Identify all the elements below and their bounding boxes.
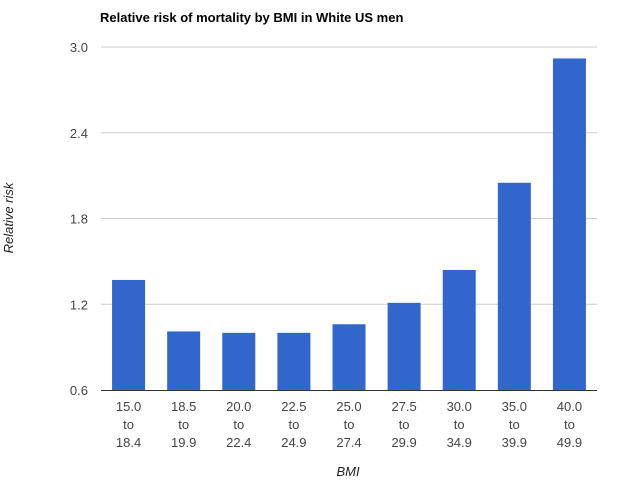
chart-title: Relative risk of mortality by BMI in Whi… — [100, 10, 403, 25]
x-axis-label: BMI — [336, 464, 360, 479]
bar — [277, 332, 311, 390]
y-tick-label: 1.8 — [70, 212, 88, 227]
bar — [552, 58, 586, 390]
x-tick-label: to — [178, 417, 189, 432]
x-tick-label: 40.0 — [557, 399, 582, 414]
x-tick-label: 49.9 — [557, 435, 582, 450]
bar — [222, 332, 256, 390]
x-tick-label: 35.0 — [502, 399, 527, 414]
x-tick-label: 20.0 — [226, 399, 251, 414]
y-tick-label: 2.4 — [70, 126, 88, 141]
bar — [167, 331, 201, 390]
bar — [442, 269, 476, 390]
y-axis-label: Relative risk — [1, 181, 16, 253]
x-tick-label: 39.9 — [502, 435, 527, 450]
x-tick-label: to — [399, 417, 410, 432]
y-tick-label: 0.6 — [70, 383, 88, 398]
x-tick-label: 22.4 — [226, 435, 251, 450]
x-tick-label: 22.5 — [281, 399, 306, 414]
y-tick-label: 1.2 — [70, 297, 88, 312]
x-tick-label: to — [288, 417, 299, 432]
x-tick-label: 27.4 — [336, 435, 361, 450]
bar — [387, 302, 421, 390]
x-tick-label: 15.0 — [116, 399, 141, 414]
x-tick-label: to — [233, 417, 244, 432]
x-tick-label: to — [454, 417, 465, 432]
x-tick-label: 34.9 — [447, 435, 472, 450]
x-tick-label: 18.5 — [171, 399, 196, 414]
x-tick-label: 18.4 — [116, 435, 141, 450]
bar — [112, 279, 146, 390]
x-tick-label: 25.0 — [336, 399, 361, 414]
x-tick-label: 27.5 — [391, 399, 416, 414]
y-tick-label: 3.0 — [70, 40, 88, 55]
x-tick-label: 30.0 — [447, 399, 472, 414]
x-tick-label: to — [509, 417, 520, 432]
x-tick-label: to — [344, 417, 355, 432]
bar — [332, 324, 366, 390]
x-tick-label: 19.9 — [171, 435, 196, 450]
bar — [497, 182, 531, 390]
x-tick-label: to — [564, 417, 575, 432]
x-tick-label: 29.9 — [391, 435, 416, 450]
x-tick-label: to — [123, 417, 134, 432]
x-tick-label: 24.9 — [281, 435, 306, 450]
